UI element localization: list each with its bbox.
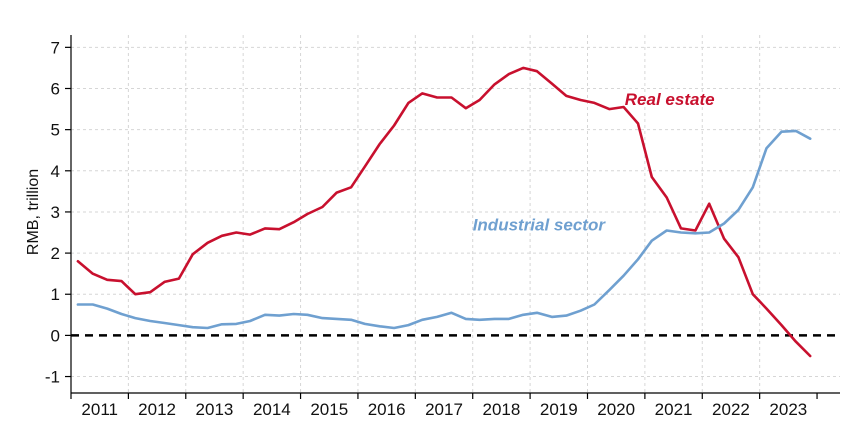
x-tick-label: 2022 <box>712 400 750 419</box>
x-tick-label: 2021 <box>655 400 693 419</box>
plot-frame <box>70 35 840 394</box>
x-tick-label: 2020 <box>597 400 635 419</box>
label-industrial-sector: Industrial sector <box>473 215 607 234</box>
y-tick-label: -1 <box>45 368 60 387</box>
y-tick-label: 1 <box>51 285 60 304</box>
y-tick-label: 6 <box>51 79 60 98</box>
x-tick-label: 2013 <box>196 400 234 419</box>
x-tick-label: 2015 <box>310 400 348 419</box>
y-tick-label: 3 <box>51 203 60 222</box>
y-tick-label: 5 <box>51 121 60 140</box>
y-axis-title: RMB, trillion <box>25 169 42 255</box>
series-lines <box>76 66 812 358</box>
series-line-industrial-sector <box>76 129 812 330</box>
series-labels: Real estate Industrial sector <box>473 90 715 235</box>
y-axis-ticks: -1 0 1 2 3 4 5 6 7 <box>45 38 71 387</box>
gridlines <box>71 35 840 393</box>
x-tick-label: 2018 <box>482 400 520 419</box>
y-tick-label: 7 <box>51 38 60 57</box>
x-tick-label: 2011 <box>81 400 118 419</box>
y-tick-label: 2 <box>51 244 60 263</box>
series-line-real-estate <box>76 66 812 358</box>
x-tick-label: 2017 <box>425 400 463 419</box>
x-tick-label: 2016 <box>368 400 406 419</box>
y-tick-label: 4 <box>51 162 60 181</box>
x-axis-ticks: 2011 2012 2013 2014 2015 2016 2017 2018 2019 2020… <box>70 393 818 419</box>
x-tick-label: 2019 <box>540 400 578 419</box>
label-real-estate: Real estate <box>625 90 715 109</box>
x-tick-label: 2023 <box>769 400 807 419</box>
y-tick-label: 0 <box>51 326 60 345</box>
x-tick-label: 2014 <box>253 400 291 419</box>
x-tick-label: 2012 <box>138 400 176 419</box>
